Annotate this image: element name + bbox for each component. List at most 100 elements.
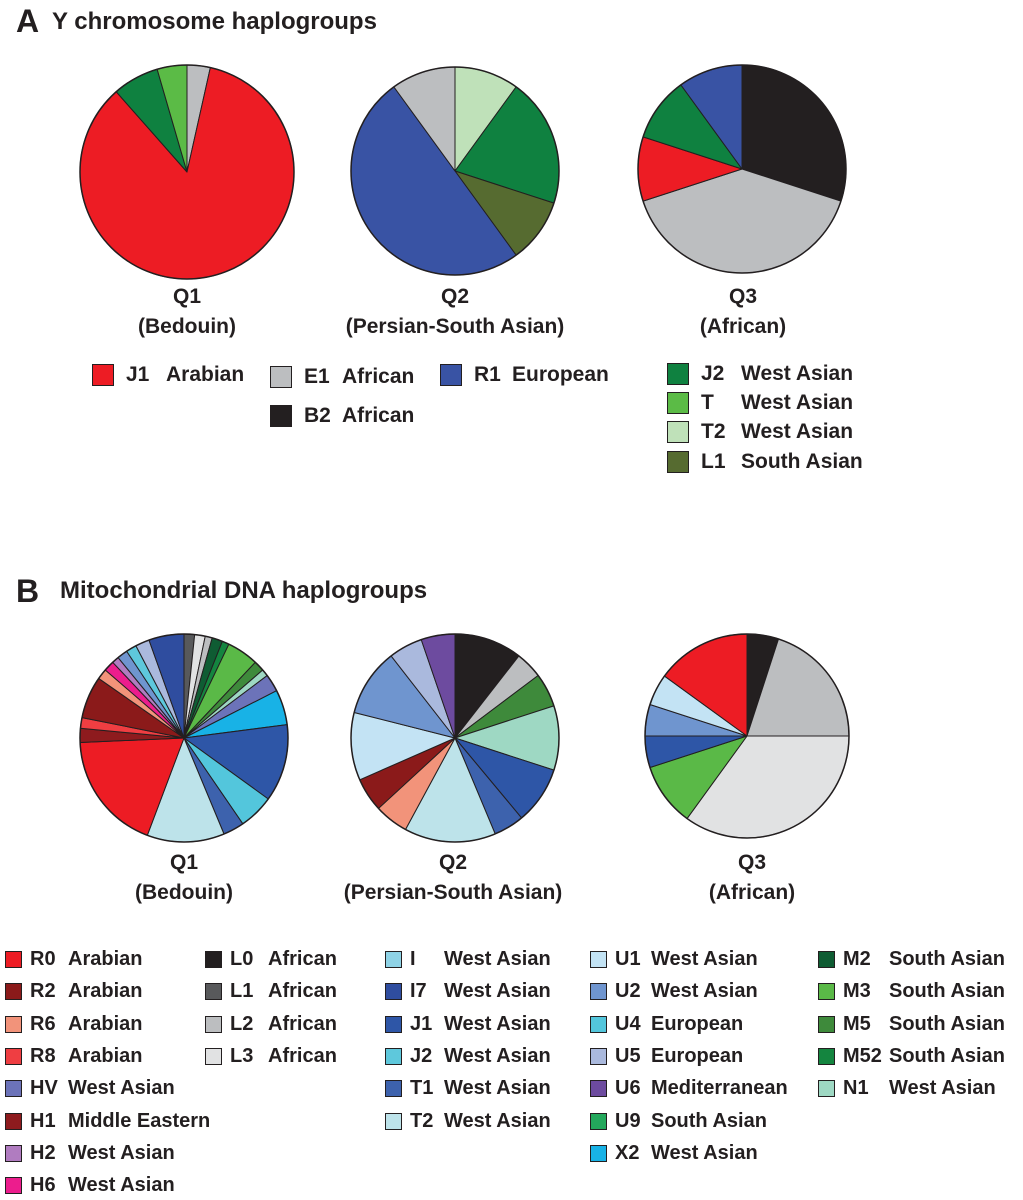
panel-b-letter: B bbox=[16, 573, 40, 609]
pie-chart-b-q1 bbox=[79, 633, 289, 843]
legend-swatch bbox=[590, 1112, 607, 1130]
legend-a-item: E1 African bbox=[270, 365, 414, 389]
legend-a-item: T West Asian bbox=[667, 391, 853, 415]
legend-a-item: J2 West Asian bbox=[667, 362, 853, 386]
legend-swatch bbox=[270, 366, 292, 388]
legend-label: West Asian bbox=[68, 1141, 175, 1164]
legend-b-item: U2 West Asian bbox=[590, 980, 758, 1003]
pie-outline bbox=[644, 633, 850, 839]
legend-swatch bbox=[5, 951, 22, 968]
legend-swatch bbox=[205, 951, 222, 968]
legend-swatch bbox=[818, 1047, 835, 1065]
legend-label: West Asian bbox=[651, 980, 758, 1003]
legend-code: I bbox=[410, 948, 416, 970]
legend-b-item: L3 African bbox=[205, 1045, 337, 1068]
legend-swatch bbox=[818, 983, 835, 1001]
legend-code: X2 bbox=[615, 1141, 640, 1164]
legend-b-item: J1 West Asian bbox=[385, 1013, 551, 1036]
legend-code: T bbox=[701, 391, 714, 414]
legend-swatch bbox=[5, 1047, 22, 1065]
legend-swatch bbox=[590, 1047, 607, 1065]
pie-a-q3-sublabel: (African) bbox=[699, 315, 787, 338]
legend-label: West Asian bbox=[444, 948, 551, 970]
legend-code: U4 bbox=[615, 1012, 641, 1035]
pie-chart-b-q2 bbox=[350, 633, 560, 843]
legend-label: African bbox=[268, 1012, 337, 1035]
pie-chart-a-q3 bbox=[637, 64, 847, 274]
legend-b-item: L2 African bbox=[205, 1013, 337, 1036]
legend-label: West Asian bbox=[444, 1012, 551, 1035]
legend-swatch bbox=[270, 405, 292, 427]
pie-chart-b-q3 bbox=[644, 633, 850, 839]
legend-swatch bbox=[205, 1015, 222, 1033]
legend-label: Arabian bbox=[68, 980, 143, 1003]
legend-b-item: H2 West Asian bbox=[5, 1142, 175, 1165]
legend-swatch bbox=[667, 451, 689, 473]
legend-label: African bbox=[342, 365, 415, 388]
pie-a-q3-caption: Q3 (African) bbox=[593, 282, 893, 342]
legend-code: L1 bbox=[701, 450, 726, 473]
pie-a-q1-caption: Q1 (Bedouin) bbox=[37, 282, 337, 342]
legend-b-item: R8 Arabian bbox=[5, 1045, 142, 1068]
legend-b-item: L1 African bbox=[205, 980, 337, 1003]
legend-code: M5 bbox=[843, 1012, 871, 1035]
legend-code: U2 bbox=[615, 980, 641, 1003]
legend-label: West Asian bbox=[444, 1109, 551, 1132]
legend-swatch bbox=[5, 1144, 22, 1162]
legend-code: B2 bbox=[304, 404, 331, 427]
legend-swatch bbox=[385, 1080, 402, 1098]
legend-label: West Asian bbox=[741, 420, 854, 443]
legend-a-item: L1 South Asian bbox=[667, 450, 863, 474]
pie-outline bbox=[79, 633, 289, 843]
legend-b-item: R6 Arabian bbox=[5, 1013, 142, 1036]
legend-swatch bbox=[385, 951, 402, 968]
legend-label: West Asian bbox=[68, 1174, 175, 1197]
legend-label: African bbox=[342, 404, 415, 427]
panel-b-title: Mitochondrial DNA haplogroups bbox=[60, 577, 428, 604]
legend-b-item: L0 African bbox=[205, 948, 337, 971]
legend-b-item: I West Asian bbox=[385, 948, 551, 971]
legend-a-item: B2 African bbox=[270, 404, 414, 428]
legend-code: H6 bbox=[30, 1174, 56, 1197]
legend-swatch bbox=[385, 1015, 402, 1033]
legend-code: R8 bbox=[30, 1044, 56, 1067]
legend-swatch bbox=[205, 983, 222, 1001]
legend-label: Arabian bbox=[166, 363, 245, 386]
legend-label: African bbox=[268, 980, 337, 1003]
legend-b-item: M5 South Asian bbox=[818, 1013, 1005, 1036]
pie-chart-a-q1 bbox=[79, 64, 295, 280]
legend-swatch bbox=[590, 1144, 607, 1162]
legend-label: West Asian bbox=[651, 1141, 758, 1164]
pie-outline bbox=[350, 633, 560, 843]
legend-code: U5 bbox=[615, 1044, 641, 1067]
legend-label: Arabian bbox=[68, 1012, 143, 1035]
legend-code: I7 bbox=[410, 980, 427, 1003]
pie-a-q1-sublabel: (Bedouin) bbox=[138, 315, 236, 338]
legend-code: U6 bbox=[615, 1077, 641, 1100]
legend-label: West Asian bbox=[444, 980, 551, 1003]
legend-swatch bbox=[818, 1015, 835, 1033]
legend-code: R0 bbox=[30, 948, 56, 970]
legend-label: South Asian bbox=[741, 450, 863, 473]
legend-swatch bbox=[667, 392, 689, 414]
legend-swatch bbox=[667, 421, 689, 443]
pie-a-q2-sublabel: (Persian-South Asian) bbox=[345, 315, 565, 338]
pie-b-q1-caption: Q1 (Bedouin) bbox=[34, 848, 334, 908]
pie-chart-a-q2 bbox=[350, 66, 560, 276]
pie-outline bbox=[79, 64, 295, 280]
legend-label: West Asian bbox=[68, 1077, 175, 1100]
legend-label: African bbox=[268, 948, 337, 970]
legend-a-item: T2 West Asian bbox=[667, 420, 853, 444]
legend-code: J2 bbox=[701, 362, 725, 385]
legend-code: U1 bbox=[615, 948, 641, 970]
legend-b-item: J2 West Asian bbox=[385, 1045, 551, 1068]
legend-b-item: X2 West Asian bbox=[590, 1142, 758, 1165]
legend-b-item: T1 West Asian bbox=[385, 1077, 551, 1100]
legend-a-item: J1 Arabian bbox=[92, 363, 244, 387]
legend-label: European bbox=[512, 363, 609, 386]
legend-code: R6 bbox=[30, 1012, 56, 1035]
legend-swatch bbox=[667, 363, 689, 385]
pie-b-q1-label: Q1 bbox=[169, 851, 198, 874]
pie-outline bbox=[637, 64, 847, 274]
legend-b-item: U6 Mediterranean bbox=[590, 1077, 788, 1100]
